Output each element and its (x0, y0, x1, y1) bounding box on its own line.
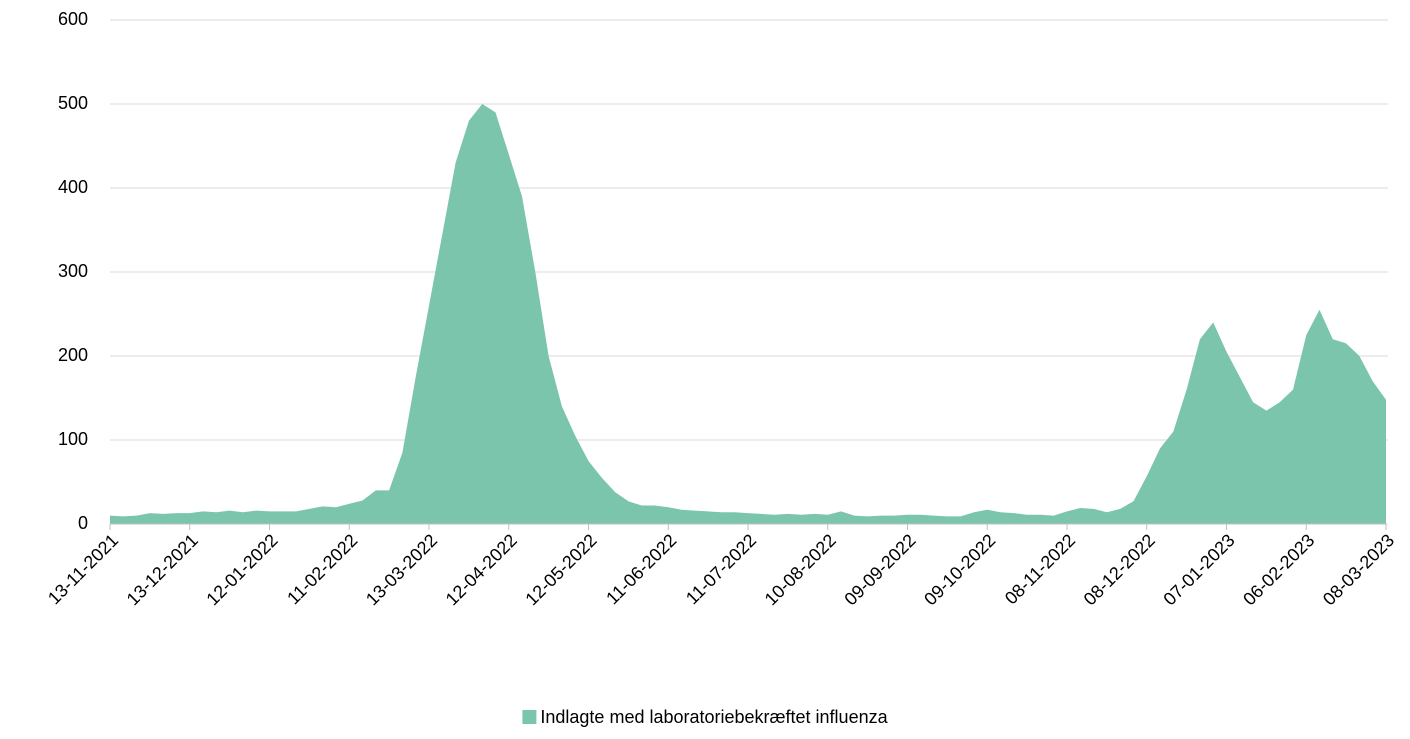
legend-swatch (522, 710, 537, 724)
x-tick-label: 11-07-2022 (682, 530, 760, 608)
x-tick-label: 12-04-2022 (442, 530, 521, 609)
area (110, 104, 1386, 524)
y-tick-label: 0 (78, 513, 88, 533)
x-tick-label: 11-06-2022 (602, 530, 680, 608)
x-tick-label: 13-03-2022 (362, 530, 441, 609)
x-tick-label: 10-08-2022 (761, 530, 840, 609)
y-tick-label: 300 (58, 261, 88, 281)
x-tick-label: 12-01-2022 (202, 530, 281, 609)
x-tick-label: 08-12-2022 (1080, 530, 1159, 609)
legend-label: Indlagte med laboratoriebekræftet influe… (540, 707, 888, 727)
x-tick-label: 07-01-2023 (1159, 530, 1238, 609)
x-tick-label: 09-10-2022 (920, 530, 999, 609)
x-tick-label: 06-02-2023 (1239, 530, 1318, 609)
x-tick-label: 08-03-2023 (1319, 530, 1398, 609)
x-tick-label: 12-05-2022 (521, 530, 600, 609)
x-tick-label: 08-11-2022 (1001, 530, 1079, 608)
y-tick-label: 200 (58, 345, 88, 365)
y-tick-label: 400 (58, 177, 88, 197)
x-tick-label: 09-09-2022 (840, 530, 919, 609)
y-tick-label: 600 (58, 9, 88, 29)
x-tick-label: 13-12-2021 (123, 530, 202, 609)
x-tick-label: 13-11-2021 (44, 530, 122, 608)
legend: Indlagte med laboratoriebekræftet influe… (522, 707, 889, 727)
x-tick-label: 11-02-2022 (283, 530, 361, 608)
y-tick-label: 100 (58, 429, 88, 449)
y-tick-label: 500 (58, 93, 88, 113)
